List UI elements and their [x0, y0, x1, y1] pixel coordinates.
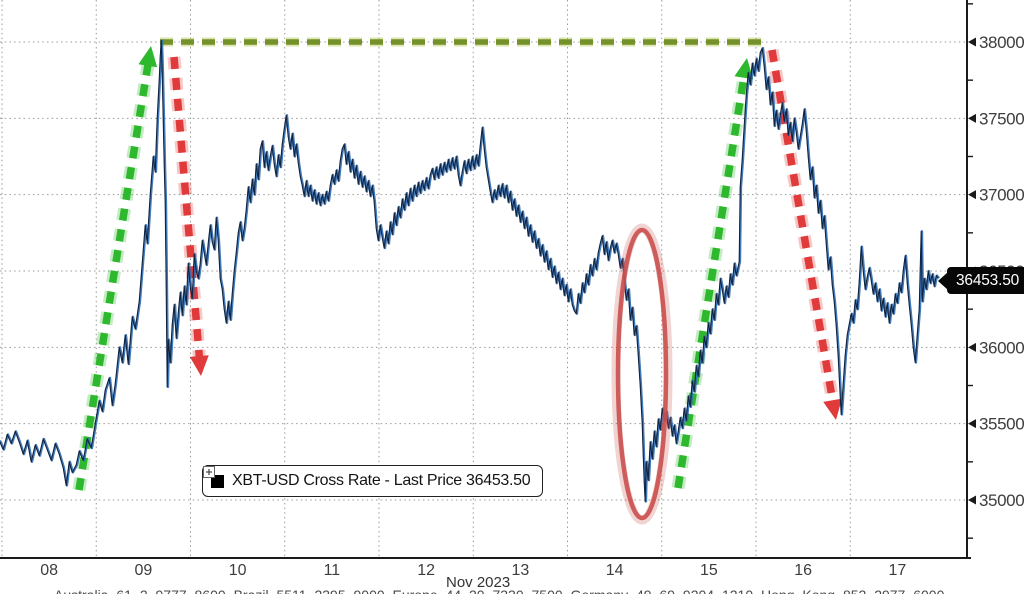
x-day-label: 08 — [40, 562, 58, 579]
y-tick-label: 36000 — [979, 338, 1024, 357]
price-tag-arrow-icon — [938, 271, 948, 290]
down-arrowhead-icon — [189, 355, 209, 376]
up-arrowhead-icon — [138, 46, 158, 68]
x-day-label: 16 — [794, 562, 812, 579]
x-day-label: 17 — [888, 562, 906, 579]
last-price-tag: 36453.50 — [938, 267, 1024, 294]
x-day-label: 09 — [134, 562, 152, 579]
x-day-label: 13 — [511, 562, 529, 579]
crash-circle-annotation — [615, 227, 669, 521]
y-tick-marker-icon — [968, 113, 976, 123]
last-price-value: 36453.50 — [956, 271, 1020, 289]
y-tick-marker-icon — [968, 419, 976, 429]
footer-contact-text: Australia 61 2 9777 8600 Brazil 5511 239… — [54, 587, 944, 594]
y-tick-label: 35000 — [979, 491, 1024, 510]
price-line — [0, 39, 939, 503]
down-trend-arrow — [170, 56, 204, 360]
x-day-label: 10 — [229, 562, 247, 579]
series-legend[interactable]: XBT-USD Cross Rate - Last Price 36453.50 — [202, 465, 544, 497]
y-tick-marker-icon — [968, 37, 976, 47]
legend-expand-icon[interactable] — [203, 466, 215, 478]
x-day-label: 11 — [324, 562, 341, 579]
down-trend-arrow — [768, 49, 837, 404]
y-tick-marker-icon — [968, 495, 976, 505]
price-line-highlight — [0, 39, 940, 503]
x-day-label: 12 — [417, 562, 435, 579]
y-tick-label: 38000 — [979, 33, 1024, 52]
x-day-label: 15 — [700, 562, 718, 579]
up-trend-arrow — [75, 62, 152, 491]
x-day-label: 14 — [606, 562, 624, 579]
series-legend-label: XBT-USD Cross Rate - Last Price 36453.50 — [232, 472, 531, 489]
x-axis-month-label: Nov 2023 — [446, 574, 511, 591]
y-tick-label: 37000 — [979, 186, 1024, 205]
up-trend-arrow — [674, 74, 749, 489]
y-tick-label: 35500 — [979, 415, 1024, 434]
y-tick-label: 37500 — [979, 109, 1024, 128]
y-tick-marker-icon — [968, 190, 976, 200]
down-arrowhead-icon — [823, 398, 842, 420]
y-tick-marker-icon — [968, 342, 976, 352]
